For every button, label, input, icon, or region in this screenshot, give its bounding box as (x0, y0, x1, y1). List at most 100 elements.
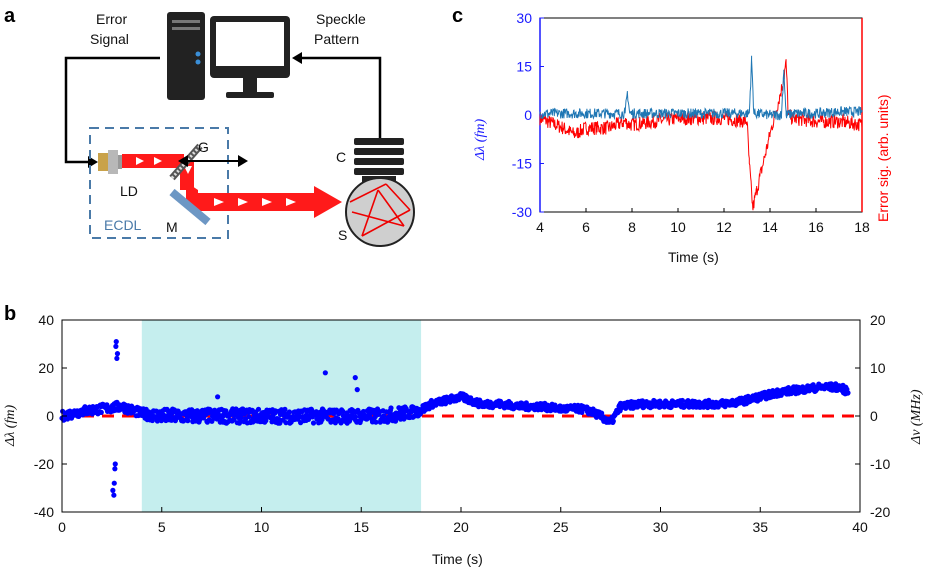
panel-b-point (309, 407, 315, 413)
panel-c-ticks: 4 6 8 10 12 14 16 18 -30 -15 0 15 30 (512, 10, 870, 235)
panel-b-xtick-label: 15 (353, 519, 369, 535)
panel-b-point (98, 409, 104, 415)
camera-label: C (336, 149, 346, 165)
panel-b-point (373, 419, 379, 425)
beam-arrows (136, 157, 296, 206)
panel-b-xtick-label: 5 (158, 519, 166, 535)
grating-label: G (198, 139, 209, 155)
panel-b-point (388, 405, 394, 411)
panel-b-outlier-point (112, 461, 118, 467)
panel-b-outlier-point (215, 394, 221, 400)
panel-c-xlabel: Time (s) (668, 249, 719, 265)
panel-b-point (310, 420, 317, 426)
panel-c-red-trace (539, 59, 863, 211)
panel-a-schematic: a Error Signal Speckle Pattern ECDL (4, 5, 415, 247)
panel-b-chart: b 0 5 10 15 20 25 30 35 40-40-2002040-20-1001020… (3, 303, 924, 567)
panel-b-right-ytick-label: -20 (870, 504, 890, 520)
panel-b-outlier-point (114, 355, 120, 361)
panel-b-ytick-label: 20 (38, 360, 54, 376)
panel-b-xtick-label: 0 (58, 519, 66, 535)
panel-b-point (706, 397, 712, 403)
panel-b-point (283, 420, 289, 426)
panel-b-right-ytick-label: -10 (870, 456, 890, 472)
panel-c-ytick-label: 15 (516, 59, 532, 75)
ecdl-box (89, 127, 229, 239)
panel-b-point (263, 418, 269, 424)
panel-b-outlier-point (322, 370, 328, 376)
panel-b-right-ytick-label: 0 (870, 408, 878, 424)
panel-b-point (408, 409, 414, 415)
beam-head (314, 186, 342, 218)
sphere-label: S (338, 227, 347, 243)
panel-b-point (246, 414, 252, 420)
panel-b-point (679, 397, 686, 404)
panel-b-point (185, 418, 191, 424)
panel-b-ylabel-right: Δν (MHz) (909, 389, 924, 445)
panel-b-ytick-label: -20 (34, 456, 54, 472)
panel-b-outlier-point (111, 492, 117, 498)
panel-c-chart: c 4 6 8 10 12 14 16 18 -30 -15 0 15 30 Time (s) Δλ (… (452, 5, 891, 265)
panel-b-outlier-point (111, 480, 117, 486)
panel-c-xtick-label: 4 (536, 219, 544, 235)
panel-b-point (277, 420, 283, 426)
panel-c-ytick-label: -30 (512, 204, 532, 220)
panel-c-xtick-label: 6 (582, 219, 590, 235)
panel-c-ytick-label: -15 (512, 156, 532, 172)
panel-c-xtick-label: 12 (716, 219, 732, 235)
panel-b-outlier-point (112, 466, 118, 472)
speckle-label-1: Speckle (316, 11, 366, 27)
panel-b-point (223, 408, 229, 414)
panel-b-outlier-point (113, 339, 119, 345)
panel-b-outlier-point (352, 375, 358, 381)
panel-label-b: b (4, 303, 16, 325)
panel-b-point (340, 408, 346, 414)
panel-b-point (282, 406, 288, 412)
mirror-label: M (166, 219, 178, 235)
mirror-icon (169, 188, 211, 226)
panel-b-outlier-point (113, 343, 119, 349)
panel-c-xtick-label: 10 (670, 219, 686, 235)
error-signal-label-2: Signal (90, 31, 129, 47)
panel-b-point (404, 408, 410, 414)
panel-b-xtick-label: 30 (653, 519, 669, 535)
panel-b-outlier-point (115, 401, 121, 407)
panel-c-xtick-label: 14 (762, 219, 778, 235)
panel-b-xtick-label: 35 (752, 519, 768, 535)
panel-b-right-ytick-label: 20 (870, 312, 886, 328)
panel-b-point (231, 416, 237, 423)
panel-b-point (685, 398, 691, 404)
speckle-label-2: Pattern (314, 31, 359, 47)
beam-1 (122, 154, 184, 168)
panel-b-xtick-label: 10 (254, 519, 270, 535)
panel-c-ylabel-right: Error sig. (arb. units) (875, 94, 891, 222)
error-signal-path (64, 56, 160, 164)
panel-b-point (286, 409, 292, 415)
speckle-arrowhead (292, 52, 302, 64)
panel-c-red-line (539, 59, 863, 211)
panel-b-ytick-label: 0 (46, 408, 54, 424)
panel-b-outlier-point (354, 387, 360, 393)
panel-c-xtick-label: 16 (808, 219, 824, 235)
panel-b-ytick-label: 40 (38, 312, 54, 328)
panel-b-point (610, 418, 616, 424)
panel-c-ylabel: Δλ (fm) (473, 119, 488, 161)
beam-4 (190, 193, 314, 211)
panel-b-xtick-label: 25 (553, 519, 569, 535)
integrating-sphere-icon (345, 177, 415, 247)
panel-b-outlier-point (114, 351, 121, 357)
panel-c-ytick-label: 30 (516, 10, 532, 26)
panel-b-ytick-label: -40 (34, 504, 54, 520)
panel-b-point (381, 413, 387, 419)
panel-b-xlabel: Time (s) (432, 551, 483, 567)
panel-c-blue-line (539, 55, 863, 121)
panel-c-xtick-label: 8 (628, 219, 636, 235)
ecdl-label: ECDL (104, 217, 142, 233)
panel-b-point (845, 390, 851, 396)
panel-b-outlier-point (110, 487, 116, 493)
panel-b-point (255, 406, 262, 412)
panel-b-points (59, 339, 851, 498)
error-signal-label-1: Error (96, 11, 127, 27)
laser-diode-icon (98, 150, 122, 174)
